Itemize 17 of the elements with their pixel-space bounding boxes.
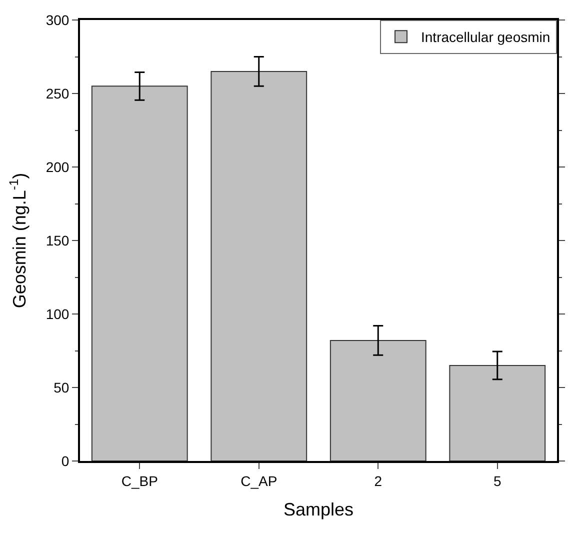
y-tick-label: 50 <box>54 379 70 396</box>
bar <box>449 364 546 461</box>
y-tick-label: 100 <box>46 306 70 322</box>
bar <box>210 70 308 461</box>
x-tick-label: C_BP <box>121 472 158 489</box>
y-tick-label: 150 <box>46 232 70 248</box>
y-tick-label: 300 <box>46 12 70 28</box>
y-tick-label: 250 <box>46 85 70 102</box>
x-tick-label: 5 <box>493 472 502 489</box>
y-tick-label: 200 <box>46 158 70 175</box>
y-tick-label: 0 <box>61 452 70 469</box>
x-tick-label: C_AP <box>240 472 278 489</box>
legend-label: Intracellular geosmin <box>421 29 550 46</box>
bar <box>91 86 188 461</box>
x-tick-label: 2 <box>374 472 382 489</box>
x-axis-title: Samples <box>283 499 354 520</box>
bar <box>330 340 426 461</box>
